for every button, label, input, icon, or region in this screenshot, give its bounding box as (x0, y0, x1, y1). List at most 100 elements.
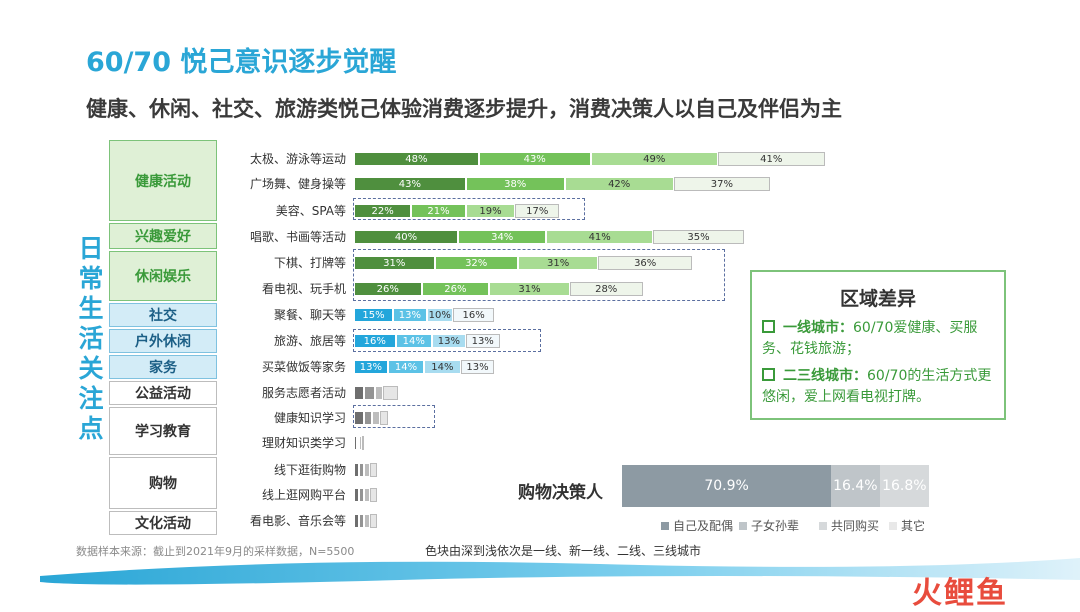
bar-segment: 35% (653, 230, 744, 244)
page-title: 60/70 悦己意识逐步觉醒 (86, 47, 397, 78)
side-label: 日 常 生 活 关 注 点 (74, 234, 108, 444)
bar-segment (354, 514, 360, 528)
region-item-text: 60/70的生活方式更悠闲，爱上网看电视打牌。 (762, 368, 992, 405)
decision-maker-label: 购物决策人 (518, 483, 603, 503)
legend-item: 共同购买 (819, 517, 879, 534)
region-item-head: 二三线城市： (783, 368, 867, 384)
bar-segment: 13% (432, 334, 466, 348)
region-item-tier23: 二三线城市：60/70的生活方式更悠闲，爱上网看电视打牌。 (762, 366, 998, 408)
bar-segment (354, 411, 365, 425)
bar-segment (380, 411, 388, 425)
side-label-char: 点 (78, 414, 104, 443)
category-hobby: 兴趣爱好 (109, 223, 217, 249)
bar-segment (361, 436, 365, 450)
category-social: 社交 (109, 303, 217, 327)
row-label: 看电影、音乐会等 (249, 514, 346, 528)
category-outdoor: 户外休闲 (109, 329, 217, 353)
bar-segment: 10% (426, 308, 453, 322)
legend-item: 自己及配偶 (661, 517, 733, 534)
bar-segment (369, 514, 378, 528)
bar-segment: 31% (489, 282, 570, 296)
bar-segment (354, 488, 360, 502)
highlight-box (353, 198, 585, 220)
bar-segment (354, 436, 357, 450)
bar-segment: 13% (460, 360, 495, 374)
bar-segment: 16% (452, 308, 495, 322)
bar-segment: 15% (354, 308, 393, 322)
checkbox-icon (762, 367, 775, 381)
legend-label: 子女孙辈 (751, 519, 800, 533)
region-panel: 区域差异 一线城市：60/70爱健康、买服务、花钱旅游； 二三线城市：60/70… (750, 270, 1006, 420)
side-label-char: 关 (78, 354, 104, 383)
bar-segment: 43% (354, 177, 466, 191)
bar-segment (359, 488, 365, 502)
bar-segment: 40% (354, 230, 458, 244)
row-label: 聚餐、聊天等 (273, 308, 346, 322)
bar-segment (369, 463, 378, 477)
bar-segment: 41% (546, 230, 653, 244)
checkbox-icon (762, 319, 775, 333)
row-label: 唱歌、书画等活动 (249, 230, 346, 244)
bar-segment: 31% (517, 256, 599, 270)
bar-segment (364, 386, 375, 400)
bar-segment (359, 436, 362, 450)
bar-segment: 13% (465, 334, 500, 348)
row-label: 线上逛网购平台 (261, 488, 346, 502)
decision-segment: 16.8% (879, 465, 930, 507)
category-health: 健康活动 (109, 140, 217, 221)
bar-segment: 21% (411, 204, 466, 218)
page-subtitle: 健康、休闲、社交、旅游类悦己体验消费逐步提升，消费决策人以自己及伴侣为主 (86, 97, 842, 121)
row-label: 美容、SPA等 (275, 204, 346, 218)
bar-segment: 16% (354, 334, 396, 348)
bar-segment: 13% (393, 308, 427, 322)
decision-segment: 70.9% (622, 465, 832, 507)
legend-label: 共同购买 (831, 519, 880, 533)
bar-segment: 37% (673, 177, 770, 191)
bar-segment (364, 463, 370, 477)
bar-segment: 26% (354, 282, 422, 296)
region-item-head: 一线城市： (783, 320, 853, 336)
legend-swatch (889, 521, 897, 530)
bar-segment: 26% (421, 282, 490, 296)
bar-segment: 32% (434, 256, 518, 270)
highlight-box (353, 249, 725, 301)
bar-segment (382, 386, 399, 400)
row-label: 理财知识类学习 (261, 436, 346, 450)
bar-segment: 36% (598, 256, 692, 270)
category-shopping: 购物 (109, 457, 217, 509)
row-label: 服务志愿者活动 (261, 386, 346, 400)
row-label: 看电视、玩手机 (261, 282, 346, 296)
brand-logo: 火鲤鱼 (912, 576, 1008, 611)
side-label-char: 生 (78, 294, 104, 323)
data-source: 数据样本来源：截止到2021年9月的采样数据，N=5500 (76, 545, 355, 558)
bar-segment: 13% (354, 360, 388, 374)
category-leisure: 休闲娱乐 (109, 251, 217, 301)
side-label-char: 日 (78, 234, 104, 263)
highlight-box (353, 329, 541, 352)
bar-segment (354, 386, 365, 400)
row-label: 太极、游泳等运动 (249, 152, 346, 166)
bar-segment: 19% (465, 204, 516, 218)
footer-wave (40, 558, 1080, 585)
legend-label: 其它 (901, 519, 926, 533)
bar-segment (354, 463, 360, 477)
bar-segment (364, 514, 370, 528)
bar-segment: 14% (395, 334, 432, 348)
row-label: 广场舞、健身操等 (249, 177, 346, 191)
decision-segment: 16.4% (831, 465, 880, 507)
bar-segment: 49% (590, 152, 718, 166)
row-label: 买菜做饭等家务 (261, 360, 346, 374)
bar-segment (359, 463, 365, 477)
region-item-tier1: 一线城市：60/70爱健康、买服务、花钱旅游； (762, 318, 998, 360)
color-note: 色块由深到浅依次是一线、新一线、二线、三线城市 (425, 544, 702, 558)
bar-segment (356, 436, 360, 450)
row-label: 下棋、打牌等 (273, 256, 346, 270)
bar-segment: 17% (515, 204, 560, 218)
region-item-text: 60/70爱健康、买服务、花钱旅游； (762, 320, 978, 357)
row-label: 健康知识学习 (273, 411, 346, 425)
category-culture: 文化活动 (109, 511, 217, 535)
bar-segment (364, 411, 373, 425)
side-label-char: 常 (78, 264, 104, 293)
legend-item: 子女孙辈 (739, 517, 799, 534)
bar-segment: 41% (718, 152, 825, 166)
